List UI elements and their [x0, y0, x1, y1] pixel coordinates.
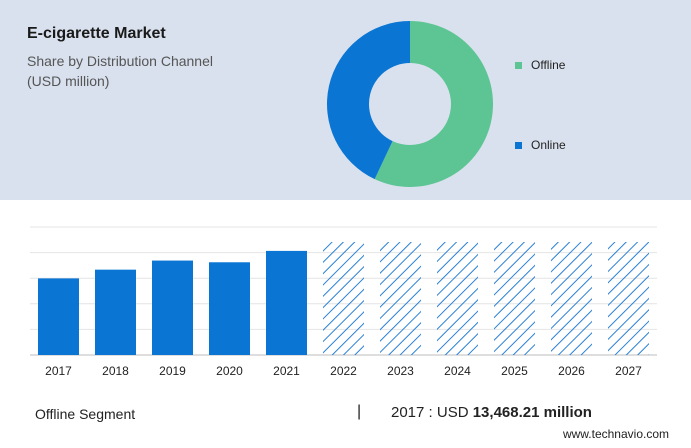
- bar-2017: [38, 278, 79, 355]
- x-tick-label-2019: 2019: [159, 364, 186, 378]
- bar-2020: [209, 262, 250, 355]
- chart-subtitle: Share by Distribution Channel (USD milli…: [27, 51, 287, 91]
- subtitle-line-2: (USD million): [27, 73, 110, 89]
- bar-2019: [152, 260, 193, 355]
- forecast-bar-2025: [494, 242, 535, 355]
- x-tick-label-2022: 2022: [330, 364, 357, 378]
- legend-swatch-offline: [515, 61, 522, 69]
- summary-panel: E-cigarette Market Share by Distribution…: [0, 0, 691, 200]
- bar-chart: 2017 2018 2019 2020 2021 2022 2023 2024 2025 2026…: [30, 226, 657, 378]
- segment-label: Offline Segment: [35, 406, 136, 422]
- legend-item-online: Online: [515, 138, 566, 152]
- x-tick-label-2023: 2023: [387, 364, 414, 378]
- segment-year-prefix: 2017 : USD: [391, 404, 469, 421]
- legend-item-offline: Offline: [515, 58, 565, 72]
- forecast-bar-2022: [323, 242, 364, 355]
- x-tick-label-2027: 2027: [615, 364, 642, 378]
- bar-chart-panel: 2017 2018 2019 2020 2021 2022 2023 2024 2025 2026…: [0, 200, 691, 448]
- subtitle-line-1: Share by Distribution Channel: [27, 53, 213, 69]
- forecast-bar-2026: [551, 242, 592, 355]
- donut-slice-offline: [374, 21, 493, 187]
- forecast-bar-2027: [608, 242, 649, 355]
- bar-2018: [95, 269, 136, 355]
- forecast-bar-2024: [437, 242, 478, 355]
- x-tick-label-2025: 2025: [501, 364, 528, 378]
- donut-slice-online: [327, 21, 410, 180]
- source-text: www.technavio.com: [562, 427, 669, 441]
- x-tick-label-2026: 2026: [558, 364, 585, 378]
- chart-title: E-cigarette Market: [27, 25, 166, 42]
- legend-label-online: Online: [531, 138, 566, 152]
- footer-separator: |: [357, 403, 362, 420]
- x-tick-label-2018: 2018: [102, 364, 129, 378]
- x-tick-label-2017: 2017: [45, 364, 72, 378]
- bar-2021: [266, 250, 307, 355]
- segment-value: 2017 : USD 13,468.21 million: [391, 404, 592, 421]
- x-tick-label-2024: 2024: [444, 364, 471, 378]
- legend-label-offline: Offline: [531, 58, 566, 72]
- x-tick-label-2020: 2020: [216, 364, 243, 378]
- segment-value-amount: 13,468.21 million: [472, 404, 592, 421]
- legend-swatch-online: [515, 141, 522, 149]
- donut-chart: [327, 21, 493, 187]
- forecast-bar-2023: [380, 242, 421, 355]
- x-tick-label-2021: 2021: [273, 364, 300, 378]
